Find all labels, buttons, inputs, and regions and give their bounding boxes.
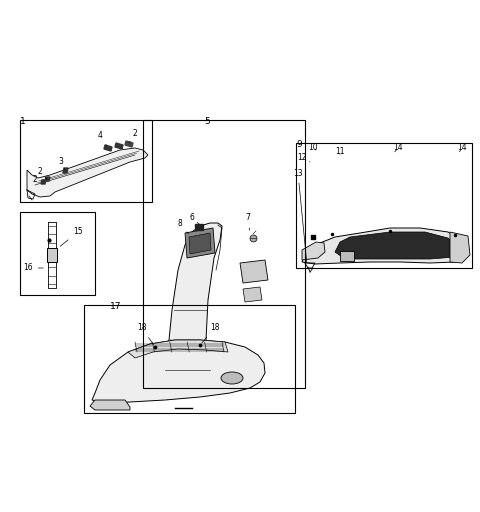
Polygon shape [240,260,268,283]
Polygon shape [90,400,130,410]
Text: 8: 8 [178,219,188,234]
Text: 18: 18 [137,324,154,345]
Text: 2: 2 [129,130,137,143]
Text: 4: 4 [97,131,107,145]
Text: 18: 18 [202,324,220,343]
Text: 14: 14 [457,143,467,153]
Polygon shape [128,340,228,358]
Bar [296,143,472,268]
Polygon shape [450,232,470,263]
Text: 12: 12 [297,153,310,162]
Text: 2: 2 [33,175,43,183]
Text: 9: 9 [296,140,302,149]
Polygon shape [335,232,460,259]
Text: 17: 17 [110,302,121,311]
Ellipse shape [221,372,243,384]
Text: 7: 7 [246,214,251,230]
Text: 3: 3 [59,157,65,170]
Text: 2: 2 [37,167,47,179]
Polygon shape [27,148,148,197]
Polygon shape [104,145,112,151]
Polygon shape [302,242,325,260]
Polygon shape [92,340,265,403]
Polygon shape [115,143,123,149]
Polygon shape [63,168,68,173]
Polygon shape [195,224,203,230]
Text: 1: 1 [20,117,26,126]
Text: 6: 6 [190,214,199,224]
Text: 11: 11 [335,146,345,156]
Polygon shape [41,180,46,184]
Bar [47,248,57,262]
Bar [20,120,152,202]
Polygon shape [125,141,133,147]
Text: 10: 10 [308,142,318,152]
Text: 16: 16 [23,264,43,272]
Bar [143,120,305,388]
Polygon shape [189,233,211,254]
Polygon shape [243,287,262,302]
Polygon shape [302,228,468,264]
Bar [84,305,295,413]
Bar [340,251,354,261]
Polygon shape [162,223,222,378]
Text: 15: 15 [60,227,83,246]
Polygon shape [185,228,215,258]
Text: 13: 13 [293,168,307,262]
Text: 5: 5 [204,117,210,126]
Bar [20,212,95,295]
Text: 14: 14 [393,143,403,153]
Polygon shape [45,177,50,181]
